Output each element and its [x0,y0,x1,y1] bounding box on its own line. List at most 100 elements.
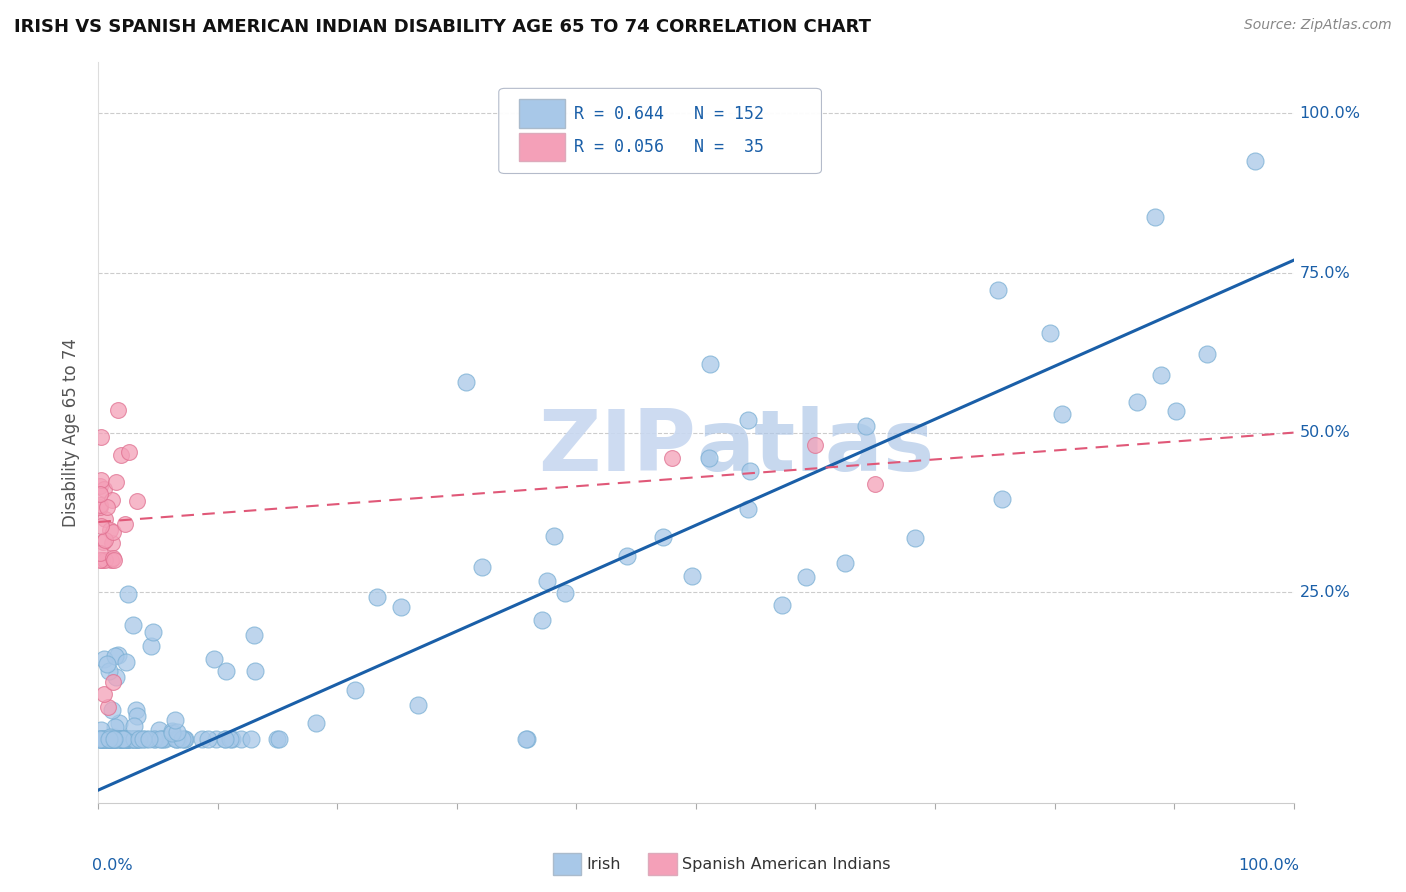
Point [94,731,117,746]
Point [366,591,388,605]
Point [91,731,114,746]
Point [855,419,877,434]
Point [160,726,183,740]
Point [987,283,1010,297]
Point [111,731,134,746]
Point [110,731,132,746]
Point [115,731,138,746]
Point [107,715,129,730]
Point [661,451,683,466]
Point [243,628,266,642]
Point [104,731,127,746]
Point [125,703,148,717]
Point [125,731,148,746]
Point [142,624,165,639]
Point [1126,394,1149,409]
Point [155,731,177,746]
Text: 0.0%: 0.0% [93,858,134,873]
Point [865,476,887,491]
Point [117,587,139,601]
Point [1143,210,1166,224]
Point [94,533,117,548]
Point [108,731,131,746]
Point [131,731,153,746]
Point [135,731,157,746]
Point [104,731,127,746]
Point [149,731,172,746]
Point [163,713,186,727]
Point [104,670,127,684]
Point [100,553,122,567]
Point [101,536,124,550]
Text: ZIP: ZIP [538,406,696,489]
Point [118,445,141,459]
Text: atlas: atlas [696,406,934,489]
Point [107,731,129,746]
Point [93,652,115,666]
Point [90,473,112,487]
Point [93,687,115,701]
Point [98,524,121,538]
Point [101,674,124,689]
Point [131,731,153,746]
Point [143,731,166,746]
Point [616,549,638,564]
Text: 50.0%: 50.0% [1299,425,1350,440]
Point [98,730,121,744]
Point [515,731,537,746]
Point [93,482,115,496]
Point [90,430,112,444]
Point [121,731,143,746]
Point [165,731,187,746]
Text: 75.0%: 75.0% [1299,266,1350,281]
Point [152,731,174,746]
Text: 100.0%: 100.0% [1239,858,1299,873]
Point [89,487,111,501]
Point [191,731,214,746]
FancyBboxPatch shape [648,853,676,875]
Text: Source: ZipAtlas.com: Source: ZipAtlas.com [1244,18,1392,32]
Point [110,731,132,746]
Point [115,655,138,669]
Point [122,731,145,746]
Point [114,731,136,746]
Point [456,375,478,389]
Point [229,731,252,746]
Text: 100.0%: 100.0% [1299,106,1361,121]
Point [110,448,132,462]
Point [125,709,148,723]
Point [243,665,266,679]
Point [516,731,538,746]
Point [737,501,759,516]
Point [125,731,148,746]
Point [304,716,326,731]
Point [89,519,111,533]
Point [115,731,138,746]
Point [90,723,112,738]
Point [343,682,366,697]
Point [93,731,115,746]
Point [389,599,412,614]
Point [166,731,188,746]
Point [652,530,675,544]
Point [101,551,124,566]
Point [166,724,188,739]
Point [112,731,135,746]
Point [100,703,122,717]
Point [107,648,129,663]
Point [117,731,139,746]
Point [142,731,165,746]
Point [103,731,125,746]
Point [1243,153,1265,168]
Point [97,700,120,714]
Point [104,649,127,664]
Point [737,413,759,427]
Point [89,731,111,746]
Point [266,731,288,746]
Point [117,731,139,746]
Point [89,479,111,493]
Point [104,721,127,735]
Point [697,450,720,465]
Point [101,524,124,539]
Point [122,719,145,733]
